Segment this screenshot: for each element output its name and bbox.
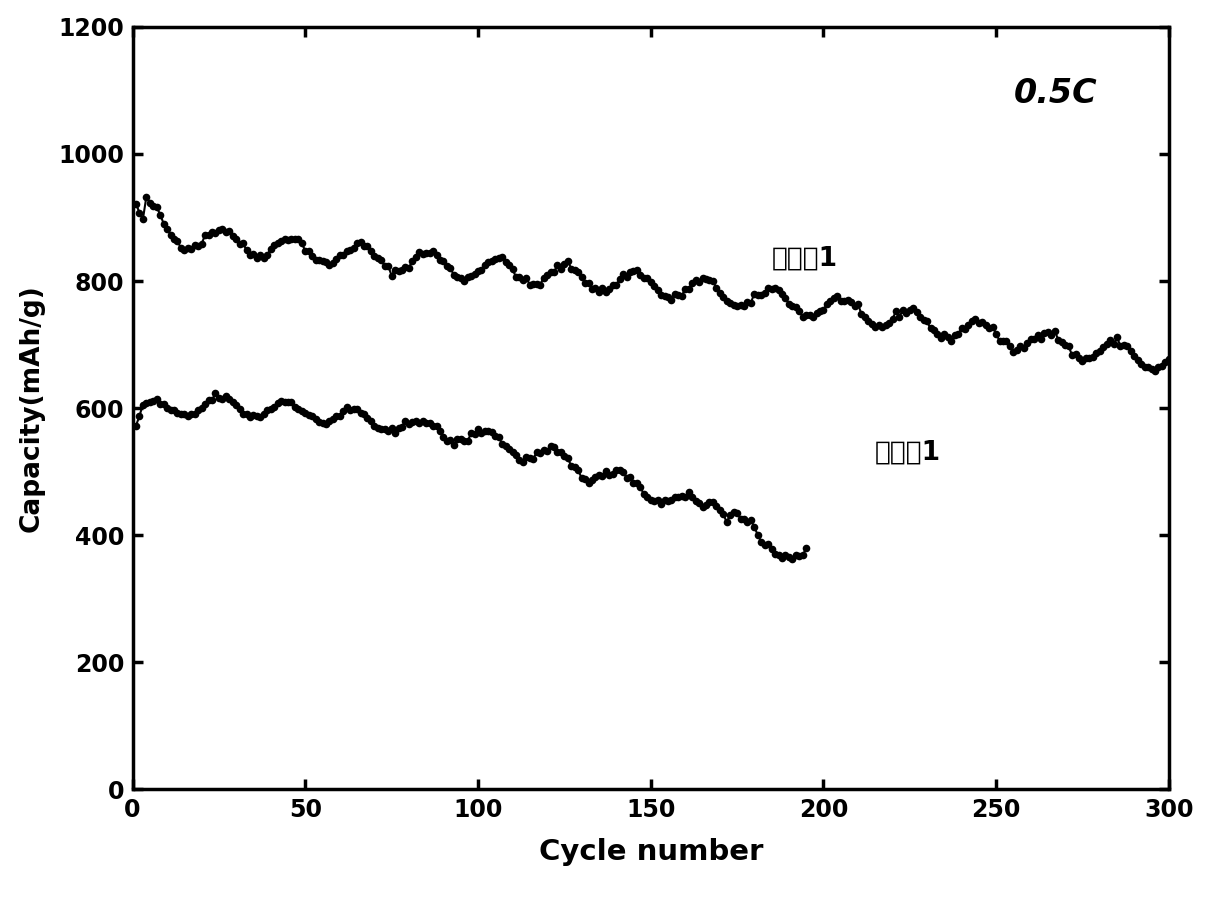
Text: 对比例1: 对比例1 (875, 440, 941, 466)
Y-axis label: Capacity(mAh/g): Capacity(mAh/g) (18, 284, 45, 532)
Text: 0.5C: 0.5C (1013, 77, 1097, 110)
Text: 实施例1: 实施例1 (771, 246, 837, 272)
X-axis label: Cycle number: Cycle number (539, 839, 763, 867)
